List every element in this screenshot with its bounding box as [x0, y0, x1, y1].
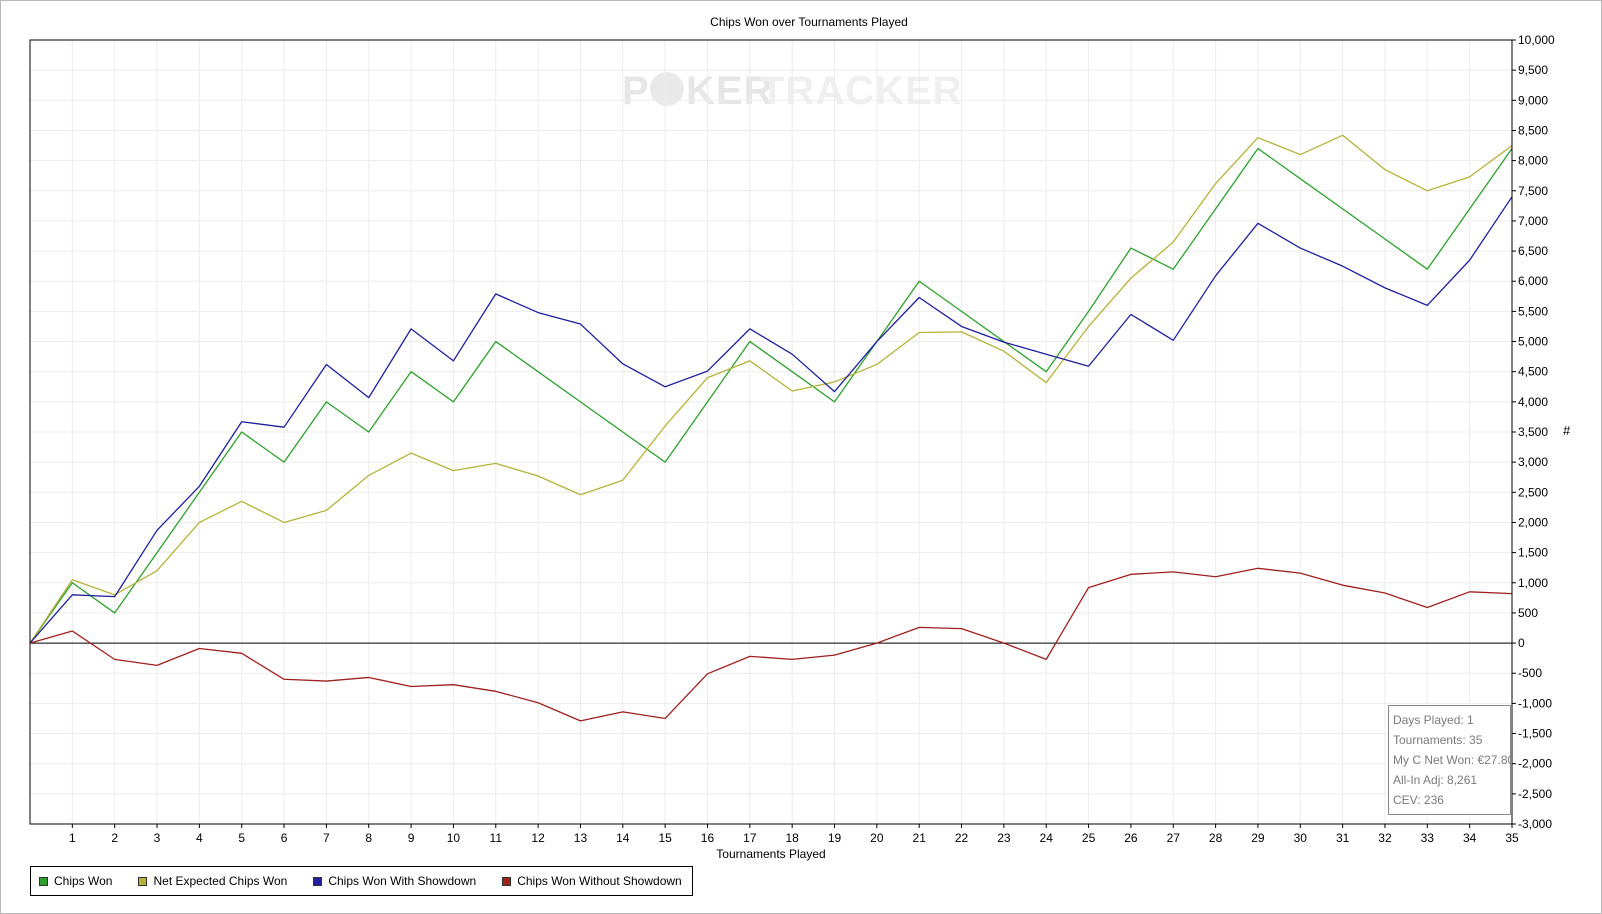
- legend-label: Net Expected Chips Won: [153, 874, 288, 888]
- x-tick-label: 20: [870, 831, 884, 845]
- y-axis: 10,000 9,500 9,000 8,500 8,000 7,500 7,000 6,50…: [1512, 33, 1555, 831]
- x-tick-label: 24: [1040, 831, 1054, 845]
- y-tick-label: -500: [1518, 666, 1542, 680]
- y-tick-label: 3,000: [1518, 455, 1548, 469]
- x-tick-label: 5: [238, 831, 245, 845]
- y-tick-label: -3,000: [1518, 817, 1552, 831]
- x-tick-label: 8: [365, 831, 372, 845]
- y-tick-label: 6,500: [1518, 244, 1548, 258]
- legend-label: Chips Won Without Showdown: [517, 874, 682, 888]
- x-tick-label: 23: [997, 831, 1011, 845]
- watermark-text-mid: KER: [686, 69, 773, 113]
- x-tick-label: 3: [154, 831, 161, 845]
- x-tick-label: 25: [1082, 831, 1096, 845]
- x-tick-label: 18: [785, 831, 799, 845]
- series-lines: [29, 134, 1513, 722]
- y-tick-label: 1,500: [1518, 546, 1548, 560]
- stats-box: Days Played: 1 Tournaments: 35 My C Net …: [1388, 705, 1511, 815]
- legend: Chips Won Net Expected Chips Won Chips W…: [30, 866, 693, 896]
- y-tick-label: 1,000: [1518, 576, 1548, 590]
- y-tick-label: 0: [1518, 636, 1525, 650]
- x-tick-label: 22: [955, 831, 969, 845]
- x-tick-label: 35: [1505, 831, 1519, 845]
- x-tick-label: 26: [1124, 831, 1138, 845]
- y-tick-label: 3,500: [1518, 425, 1548, 439]
- x-tick-label: 10: [447, 831, 461, 845]
- y-tick-label: 4,500: [1518, 365, 1548, 379]
- legend-swatch: [39, 876, 48, 886]
- legend-item: Chips Won Without Showdown: [502, 874, 682, 888]
- legend-item: Chips Won With Showdown: [313, 874, 476, 888]
- x-tick-label: 31: [1336, 831, 1350, 845]
- x-tick-label: 19: [828, 831, 842, 845]
- x-tick-label: 29: [1251, 831, 1265, 845]
- legend-label: Chips Won: [54, 874, 113, 888]
- y-tick-label: -1,500: [1518, 727, 1552, 741]
- series-line-0: [29, 147, 1513, 644]
- x-tick-label: 15: [658, 831, 672, 845]
- x-tick-label: 14: [616, 831, 630, 845]
- x-tick-label: 1: [69, 831, 76, 845]
- y-tick-label: 8,500: [1518, 123, 1548, 137]
- y-tick-label: 5,500: [1518, 304, 1548, 318]
- x-axis-label: Tournaments Played: [716, 847, 825, 861]
- grid: [30, 39, 1513, 825]
- x-tick-label: 30: [1294, 831, 1308, 845]
- legend-swatch: [502, 876, 512, 886]
- y-tick-label: 2,000: [1518, 515, 1548, 529]
- y-tick-label: 2,500: [1518, 485, 1548, 499]
- stat-cev: CEV: 236: [1393, 793, 1444, 807]
- stat-days-played: Days Played: 1: [1393, 713, 1474, 727]
- x-tick-label: 13: [574, 831, 588, 845]
- pokertracker-watermark: P KER TRACKER: [622, 69, 963, 113]
- x-tick-label: 12: [531, 831, 545, 845]
- chart-title: Chips Won over Tournaments Played: [710, 15, 908, 29]
- x-tick-label: 2: [111, 831, 118, 845]
- legend-item: Chips Won: [39, 874, 112, 888]
- legend-swatch: [313, 876, 323, 886]
- y-axis-label: #: [1563, 423, 1571, 438]
- watermark-text-right: TRACKER: [760, 69, 963, 113]
- x-tick-label: 9: [408, 831, 415, 845]
- y-tick-label: 4,000: [1518, 395, 1548, 409]
- x-tick-label: 11: [490, 831, 503, 845]
- series-line-2: [29, 196, 1513, 644]
- y-tick-label: 7,000: [1518, 214, 1548, 228]
- x-tick-label: 28: [1209, 831, 1223, 845]
- y-tick-label: 10,000: [1518, 33, 1555, 47]
- x-tick-label: 16: [701, 831, 715, 845]
- y-tick-label: 500: [1518, 606, 1538, 620]
- y-tick-label: 9,500: [1518, 63, 1548, 77]
- x-axis: 1 2 3 4 5 6 7 8 9 10 11 12 13 14 15 16 17 18 19 20 21 22 23 24 2…: [69, 824, 1519, 845]
- watermark-chip-icon: [650, 72, 684, 106]
- y-tick-label: -2,500: [1518, 787, 1552, 801]
- y-tick-label: 8,000: [1518, 154, 1548, 168]
- y-tick-label: 6,000: [1518, 274, 1548, 288]
- x-tick-label: 7: [323, 831, 330, 845]
- y-tick-label: 5,000: [1518, 335, 1548, 349]
- x-tick-label: 32: [1378, 831, 1392, 845]
- x-tick-label: 33: [1421, 831, 1435, 845]
- y-tick-label: -2,000: [1518, 757, 1552, 771]
- x-tick-label: 27: [1167, 831, 1181, 845]
- legend-label: Chips Won With Showdown: [328, 874, 477, 888]
- watermark-text-left: P: [622, 69, 650, 113]
- y-tick-label: 7,500: [1518, 184, 1548, 198]
- x-tick-label: 21: [913, 831, 927, 845]
- legend-item: Net Expected Chips Won: [138, 874, 287, 888]
- x-tick-label: 6: [281, 831, 288, 845]
- y-tick-label: -1,000: [1518, 696, 1552, 710]
- x-tick-label: 34: [1463, 831, 1477, 845]
- stat-all-in-adj: All-In Adj: 8,261: [1393, 773, 1478, 787]
- series-line-1: [29, 134, 1513, 644]
- y-tick-label: 9,000: [1518, 93, 1548, 107]
- stat-tournaments: Tournaments: 35: [1393, 733, 1483, 747]
- stat-net-won: My C Net Won: €27.80: [1393, 753, 1511, 767]
- x-tick-label: 17: [743, 831, 757, 845]
- x-tick-label: 4: [196, 831, 203, 845]
- legend-swatch: [138, 876, 148, 886]
- series-line-3: [29, 567, 1513, 722]
